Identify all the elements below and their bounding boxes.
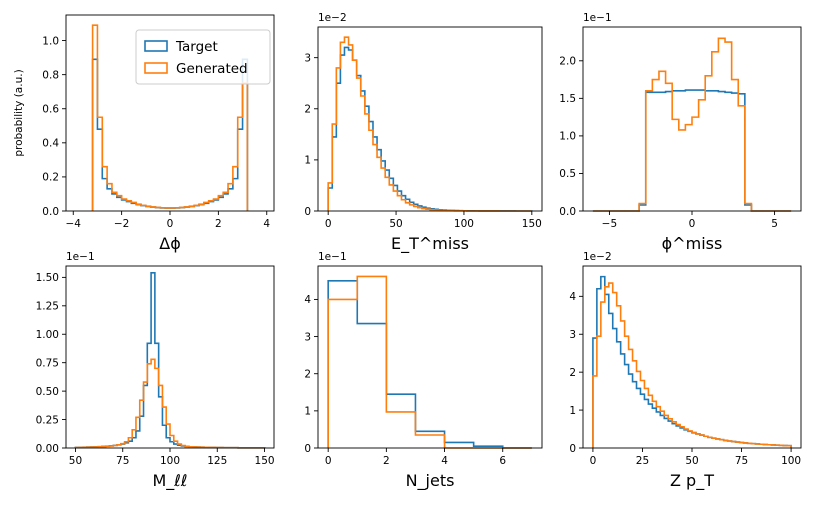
legend-swatch-target (144, 40, 168, 52)
x-tick-label: −2 (114, 218, 129, 230)
x-tick-label: 0 (590, 455, 597, 467)
y-tick-label: 1 (304, 155, 311, 167)
x-tick-label: 4 (263, 218, 270, 230)
x-tick-label: 6 (499, 455, 506, 467)
axis-multiplier: 1e−2 (318, 12, 347, 24)
x-tick-label: 100 (781, 455, 801, 467)
axes-frame (317, 265, 543, 449)
x-tick-label: 125 (207, 455, 227, 467)
legend-frame (135, 29, 271, 85)
axis-multiplier: 1e−1 (583, 12, 612, 24)
y-tick-label: 1.5 (559, 93, 576, 105)
y-tick-label: 0.00 (36, 443, 59, 455)
y-tick-label: 1 (569, 405, 576, 417)
y-tick-label: 1.50 (36, 272, 59, 284)
x-tick-label: 2 (383, 455, 390, 467)
legend-label-target: Target (175, 39, 218, 55)
y-tick-label: 0 (304, 443, 311, 455)
x-axis-label: N_jets (406, 471, 455, 491)
x-tick-label: 4 (441, 455, 448, 467)
x-tick-label: 2 (215, 218, 222, 230)
x-tick-label: 0 (325, 455, 332, 467)
y-tick-label: 0.8 (42, 69, 59, 81)
y-tick-label: 4 (304, 294, 311, 306)
y-tick-label: 0.75 (36, 357, 59, 369)
y-tick-label: 2 (304, 369, 311, 381)
panel-mll: 50 75 100 125 150 0.00 0.25 0.50 0.75 1.00 1.25 1.5… (36, 251, 275, 491)
y-tick-label: 0 (569, 443, 576, 455)
x-tick-label: 75 (735, 455, 748, 467)
panel-phimiss: −5 0 5 0.0 0.5 1.0 1.5 2.0 1e−1 ϕ^miss (559, 12, 802, 253)
x-tick-label: 5 (771, 218, 778, 230)
y-tick-label: 0.50 (36, 386, 59, 398)
x-axis-label: ϕ^miss (662, 234, 723, 253)
y-tick-label: 0.2 (42, 172, 59, 184)
y-tick-label: 0 (304, 206, 311, 218)
legend: Target Generated (135, 29, 271, 85)
series-generated-histogram (74, 358, 266, 449)
y-tick-label: 2 (569, 367, 576, 379)
x-tick-label: 150 (255, 455, 275, 467)
panel-etmiss: 0 50 100 150 0 1 2 3 1e−2 E_T^miss (304, 12, 543, 254)
y-tick-label: 0.25 (36, 414, 59, 426)
y-tick-label: 0.5 (559, 168, 576, 180)
y-tick-label: 2.0 (559, 56, 576, 68)
x-tick-label: 75 (116, 455, 129, 467)
y-tick-label: 3 (304, 52, 311, 64)
legend-swatch-generated (144, 62, 168, 74)
series-generated-histogram (592, 282, 792, 448)
x-tick-label: 50 (685, 455, 698, 467)
x-tick-label: 50 (389, 218, 402, 230)
y-tick-label: 3 (304, 331, 311, 343)
panel-zpt: 0 25 50 75 100 0 1 2 3 4 1e−2 Z p_T (569, 251, 802, 491)
x-tick-label: 25 (636, 455, 649, 467)
y-tick-label: 1 (304, 406, 311, 418)
x-tick-label: 0 (689, 218, 696, 230)
y-tick-label: 1.0 (559, 131, 576, 143)
y-tick-label: 1.25 (36, 301, 59, 313)
x-tick-label: 150 (522, 218, 542, 230)
x-axis-label: Z p_T (670, 471, 714, 491)
plot-area (318, 266, 542, 448)
y-tick-label: 0.0 (559, 206, 576, 218)
panel-njets: 0 2 4 6 0 1 2 3 4 1e−1 N_jets (304, 251, 543, 491)
y-tick-label: 0.6 (42, 104, 59, 116)
x-tick-label: −5 (602, 218, 617, 230)
series-generated-histogram (91, 24, 249, 211)
x-tick-label: −4 (66, 218, 82, 230)
plot-area (66, 266, 274, 448)
plot-area (583, 266, 801, 448)
series-generated-histogram (592, 37, 792, 212)
y-tick-label: 0.0 (42, 206, 59, 218)
x-axis-label: E_T^miss (391, 234, 469, 254)
x-tick-label: 50 (69, 455, 82, 467)
x-tick-label: 100 (454, 218, 474, 230)
y-tick-label: 4 (569, 291, 576, 303)
axis-multiplier: 1e−1 (318, 251, 347, 263)
x-axis-label: M_ℓℓ (152, 471, 187, 491)
plot-area (318, 27, 542, 211)
legend-label-generated: Generated (176, 61, 248, 77)
y-tick-label: 3 (569, 329, 576, 341)
x-tick-label: 0 (325, 218, 332, 230)
y-tick-label: 1.00 (36, 329, 59, 341)
x-tick-label: 100 (160, 455, 180, 467)
axis-multiplier: 1e−2 (583, 251, 612, 263)
x-tick-label: 0 (167, 218, 174, 230)
axes-frame (317, 26, 543, 212)
y-axis-label: probability (a.u.) (13, 69, 25, 156)
y-tick-label: 2 (304, 104, 311, 116)
x-axis-label: Δϕ (159, 234, 181, 253)
y-tick-label: 0.4 (42, 138, 59, 150)
y-tick-label: 1.0 (42, 35, 59, 47)
axis-multiplier: 1e−1 (66, 251, 95, 263)
